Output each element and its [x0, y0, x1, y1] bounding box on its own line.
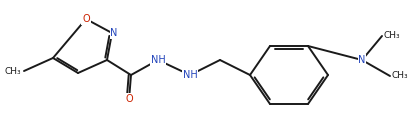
Text: O: O: [125, 94, 133, 104]
Text: CH₃: CH₃: [384, 32, 401, 40]
Text: CH₃: CH₃: [4, 66, 21, 75]
Text: N: N: [358, 55, 366, 65]
Text: O: O: [82, 14, 90, 24]
Text: NH: NH: [151, 55, 165, 65]
Text: N: N: [110, 28, 118, 38]
Text: CH₃: CH₃: [392, 71, 409, 80]
Text: NH: NH: [183, 70, 197, 80]
